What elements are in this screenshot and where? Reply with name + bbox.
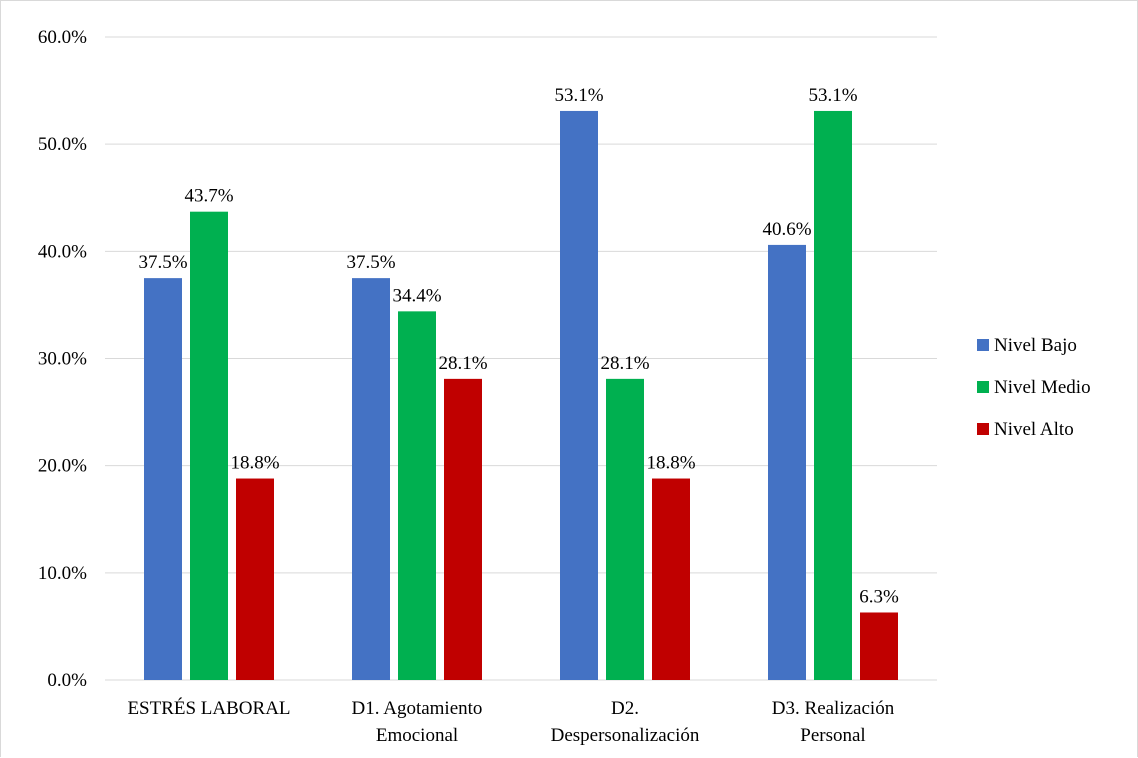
- bars: [144, 110, 898, 681]
- data-labels: 37.5% 37.5% 53.1% 40.6% 43.7% 34.4% 28.1% 53.1%…: [138, 85, 899, 608]
- bar: [768, 244, 806, 681]
- bar: [560, 110, 598, 680]
- data-label: 37.5%: [138, 252, 187, 273]
- legend: Nivel Bajo Nivel Medio Nivel Alto: [977, 335, 1091, 440]
- y-axis: 0.0% 10.0% 20.0% 30.0% 40.0% 50.0% 60.0%: [38, 27, 87, 691]
- gridlines: [105, 36, 937, 681]
- bar: [860, 612, 898, 680]
- legend-swatch: [977, 423, 989, 435]
- data-label: 28.1%: [600, 353, 649, 374]
- y-tick-label: 40.0%: [38, 241, 87, 262]
- data-label: 53.1%: [554, 85, 603, 106]
- data-label: 18.8%: [230, 453, 279, 474]
- y-tick-label: 60.0%: [38, 27, 87, 48]
- data-label: 34.4%: [392, 285, 441, 306]
- y-tick-label: 50.0%: [38, 134, 87, 155]
- data-label: 37.5%: [346, 252, 395, 273]
- bar: [652, 478, 690, 680]
- data-label: 43.7%: [184, 186, 233, 207]
- legend-label: Nivel Bajo: [994, 335, 1077, 356]
- x-tick-label: D1. Agotamiento: [352, 698, 483, 719]
- legend-swatch: [977, 381, 989, 393]
- bar: [236, 478, 274, 680]
- y-tick-label: 30.0%: [38, 349, 87, 370]
- bar: [352, 278, 390, 680]
- y-tick-label: 20.0%: [38, 456, 87, 477]
- legend-label: Nivel Alto: [994, 419, 1074, 440]
- x-tick-label: Personal: [800, 725, 865, 746]
- y-tick-label: 10.0%: [38, 563, 87, 584]
- x-tick-label: Despersonalización: [551, 725, 700, 746]
- bar: [814, 110, 852, 680]
- x-tick-label: Emocional: [376, 725, 458, 746]
- bar: [606, 378, 644, 680]
- data-label: 53.1%: [808, 85, 857, 106]
- y-tick-label: 0.0%: [47, 670, 87, 691]
- data-label: 6.3%: [859, 586, 899, 607]
- data-label: 28.1%: [438, 353, 487, 374]
- x-tick-label: ESTRÉS LABORAL: [127, 697, 290, 719]
- bar: [398, 311, 436, 680]
- x-tick-label: D3. Realización: [772, 698, 895, 719]
- bar: [144, 278, 182, 680]
- bar: [190, 211, 228, 680]
- x-tick-label: D2.: [611, 698, 639, 719]
- bar: [444, 378, 482, 680]
- legend-label: Nivel Medio: [994, 377, 1091, 398]
- x-axis: ESTRÉS LABORAL D1. Agotamiento Emocional D2…: [127, 697, 894, 746]
- legend-swatch: [977, 339, 989, 351]
- data-label: 40.6%: [762, 219, 811, 240]
- data-label: 18.8%: [646, 453, 695, 474]
